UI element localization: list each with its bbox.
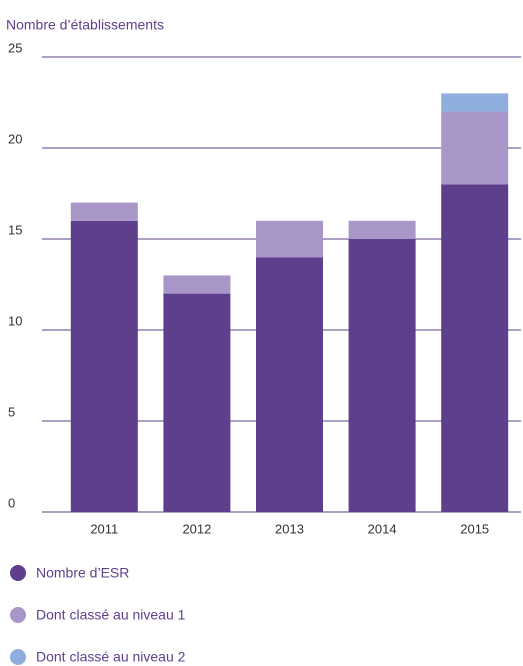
bar-segment <box>70 220 138 513</box>
bar-segment <box>163 275 231 294</box>
bar-segment <box>441 111 509 185</box>
y-tick-label: 25 <box>8 40 22 55</box>
y-tick-label: 10 <box>8 313 22 328</box>
chart-title: Nombre d’établissements <box>6 17 164 33</box>
bar-segment <box>256 257 323 512</box>
x-tick-label: 2012 <box>182 521 211 536</box>
bar-segment <box>441 184 509 512</box>
legend-swatch <box>10 607 26 623</box>
y-tick-label: 20 <box>8 131 22 146</box>
legend-text: Dont classé au niveau 2 <box>36 649 186 665</box>
bar-segment <box>256 220 323 258</box>
y-tick-label: 5 <box>8 404 15 419</box>
x-tick-label: 2014 <box>368 521 397 536</box>
x-tick-label: 2013 <box>275 521 304 536</box>
bar-segment <box>348 220 416 239</box>
legend-text: Dont classé au niveau 1 <box>36 607 186 623</box>
legend-swatch <box>10 565 26 581</box>
legend-swatch <box>10 649 26 665</box>
bar-segment <box>70 202 138 221</box>
legend-text: Nombre d’ESR <box>36 565 129 581</box>
x-tick-label: 2015 <box>460 521 489 536</box>
x-tick-label: 2011 <box>90 521 118 536</box>
bar-segment <box>163 293 231 512</box>
bar-segment <box>441 93 509 112</box>
y-tick-label: 15 <box>8 222 22 237</box>
y-tick-label: 0 <box>8 495 15 510</box>
bar-segment <box>348 239 416 512</box>
